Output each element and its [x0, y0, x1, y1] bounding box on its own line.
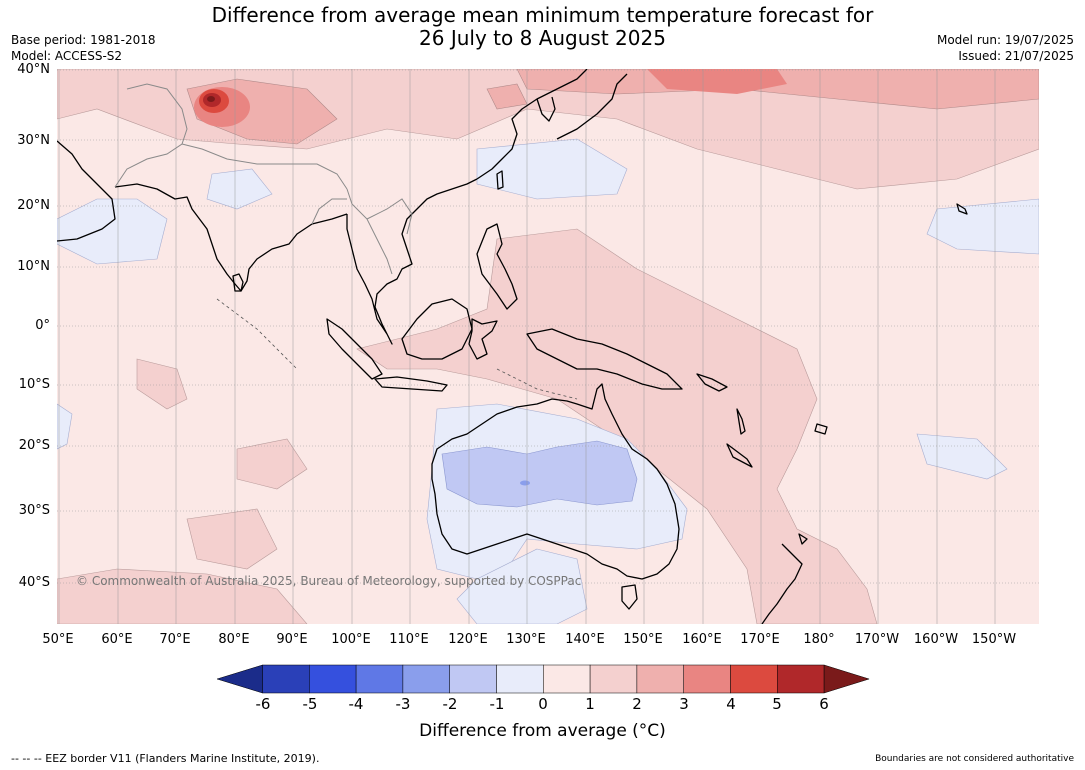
colorbar-cell — [636, 664, 684, 694]
coastline-solomon-islands — [696, 373, 728, 392]
colorbar-cell — [543, 664, 591, 694]
colorbar-tick-label: -4 — [348, 695, 364, 713]
colorbar-tick-label: -3 — [395, 695, 411, 713]
colorbar-title: Difference from average (°C) — [419, 721, 666, 741]
colorbar-tick-label: -1 — [489, 695, 505, 713]
title-line-2: 26 July to 8 August 2025 — [419, 26, 666, 50]
colorbar-tick-label: 3 — [679, 695, 689, 713]
issued-date: Issued: 21/07/2025 — [958, 49, 1074, 63]
coastline-fiji — [814, 423, 828, 435]
colorbar-tick-label: -6 — [255, 695, 271, 713]
eez-note: -- -- -- EEZ border V11 (Flanders Marine… — [11, 752, 320, 765]
coastline-new-caledonia — [726, 443, 753, 468]
colorbar-tick-label: -2 — [442, 695, 458, 713]
colorbar-cell — [683, 664, 731, 694]
lon-label: 60°E — [101, 632, 133, 647]
coastline-china — [476, 69, 588, 180]
copyright-notice: © Commonwealth of Australia 2025, Bureau… — [76, 574, 581, 588]
coastline-arabia — [57, 140, 116, 242]
coastline-philippines — [476, 223, 518, 310]
run-info: Model run: 19/07/2025 Issued: 21/07/2025 — [937, 32, 1074, 64]
lat-label: 0° — [35, 318, 50, 333]
forecast-map[interactable]: © Commonwealth of Australia 2025, Bureau… — [57, 69, 1039, 624]
country-borders — [114, 83, 413, 275]
lat-label: 40°S — [18, 575, 50, 590]
base-period: Base period: 1981-2018 — [11, 33, 156, 47]
coastline-tasmania — [621, 584, 638, 610]
coastline-australia — [431, 383, 680, 580]
model-run: Model run: 19/07/2025 — [936, 33, 1074, 47]
land-outlines — [57, 69, 968, 624]
coastline-sulawesi — [468, 318, 498, 360]
colorbar-tick-label: 5 — [772, 695, 782, 713]
coastline-sri-lanka — [232, 273, 244, 292]
coastline-new-guinea — [526, 328, 683, 390]
lat-label: 40°N — [17, 62, 50, 77]
lon-label: 80°E — [218, 632, 250, 647]
lon-label: 160°E — [682, 632, 722, 647]
boundaries-note: Boundaries are not considered authoritat… — [875, 754, 1074, 764]
colorbar-cell — [589, 664, 638, 694]
eez-borders — [216, 298, 578, 400]
colorbar-cell — [262, 664, 310, 694]
colorbar-tick-label: 4 — [726, 695, 736, 713]
colorbar-extend-high — [823, 664, 870, 694]
colorbar-tick-label: -5 — [302, 695, 318, 713]
colorbar-cell — [449, 664, 497, 694]
lat-label: 20°N — [17, 198, 50, 213]
coastline-java — [374, 376, 448, 392]
lat-label: 30°S — [18, 503, 50, 518]
lon-label: 150°E — [623, 632, 663, 647]
lon-label: 90°E — [276, 632, 308, 647]
colorbar-cell — [355, 664, 404, 694]
lon-label: 70°E — [159, 632, 191, 647]
colorbar-tick-label: 6 — [819, 695, 829, 713]
lon-label: 110°E — [389, 632, 429, 647]
lon-label: 180° — [803, 632, 835, 647]
coastline-japan — [556, 73, 628, 140]
model-name: Model: ACCESS-S2 — [11, 49, 123, 63]
map-title: Difference from average mean minimum tem… — [0, 4, 1085, 50]
model-info: Base period: 1981-2018 Model: ACCESS-S2 — [11, 32, 156, 64]
lon-label: 50°E — [42, 632, 74, 647]
colorbar-tick-label: 2 — [632, 695, 642, 713]
lon-label: 170°W — [854, 632, 900, 647]
lon-label: 100°E — [331, 632, 371, 647]
lon-label: 160°W — [913, 632, 959, 647]
anomaly-hotspot-himalaya — [199, 89, 229, 113]
lat-label: 10°N — [17, 259, 50, 274]
lat-label: 10°S — [18, 377, 50, 392]
colorbar-cell — [496, 664, 544, 694]
lon-label: 130°E — [506, 632, 546, 647]
lon-label: 120°E — [448, 632, 488, 647]
coastline-korea — [536, 96, 556, 122]
coastline-india — [114, 183, 348, 292]
lon-label: 140°E — [565, 632, 605, 647]
colorbar-tick-label: 0 — [538, 695, 548, 713]
colorbar-cell — [402, 664, 450, 694]
colorbar-cell — [777, 664, 825, 694]
colorbar-extend-low — [216, 664, 263, 694]
anomaly-band-minus2-minus1 — [441, 440, 638, 508]
lon-label: 170°E — [740, 632, 780, 647]
colorbar-cell — [730, 664, 778, 694]
graticule-lines — [57, 69, 1039, 624]
colorbar-tick-label: 1 — [585, 695, 595, 713]
lat-label: 30°N — [17, 133, 50, 148]
title-line-1: Difference from average mean minimum tem… — [211, 3, 874, 27]
lon-label: 150°W — [971, 632, 1017, 647]
coastline-taiwan — [496, 170, 504, 190]
colorbar-cell — [309, 664, 357, 694]
lat-label: 20°S — [18, 438, 50, 453]
coastline-sumatra — [326, 318, 383, 380]
coastline-vanuatu — [736, 408, 746, 435]
coastline-hawaii-east — [956, 203, 968, 215]
colorbar — [216, 664, 870, 694]
coastline-southeast-asia — [346, 178, 478, 345]
anomaly-band-minus3-minus2 — [520, 480, 530, 486]
coastline-new-zealand — [761, 533, 808, 624]
